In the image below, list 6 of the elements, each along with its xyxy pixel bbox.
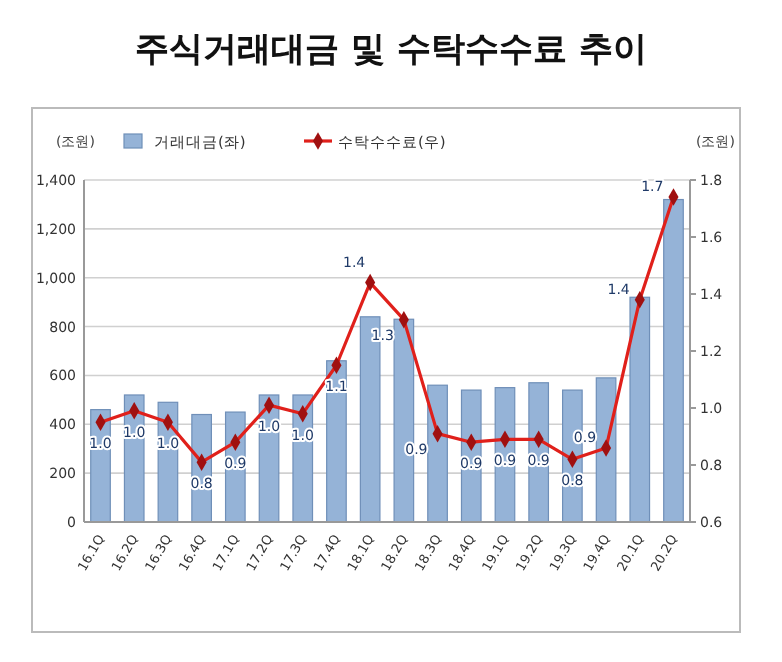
bar xyxy=(595,377,617,523)
bar xyxy=(663,198,684,523)
chart-title: 주식거래대금 및 수탁수수료 추이 xyxy=(135,30,647,70)
bar xyxy=(629,296,651,523)
bar xyxy=(528,382,550,523)
bar xyxy=(427,384,448,523)
